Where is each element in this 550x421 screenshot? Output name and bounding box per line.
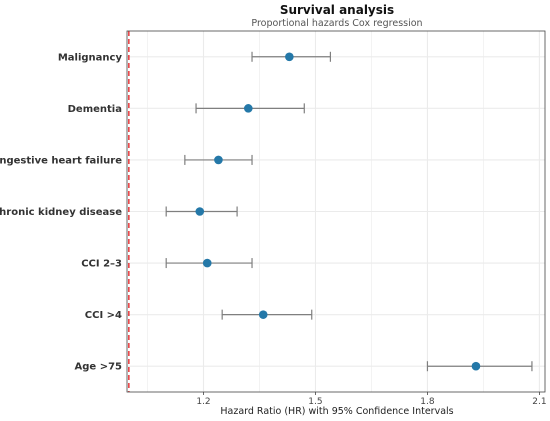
x-tick-label: 1.8 — [420, 397, 435, 407]
y-axis-label: CCI 2–3 — [81, 259, 122, 270]
hr-point — [471, 361, 481, 371]
y-axis-label: Congestive heart failure — [0, 155, 122, 166]
hr-point — [285, 52, 294, 62]
x-tick-label: 2.1 — [532, 397, 546, 407]
hr-point — [258, 310, 268, 319]
y-axis-label: CCI >4 — [85, 310, 122, 321]
y-axis-labels: Malignancy Dementia Congestive heart failu… — [0, 52, 122, 372]
hr-point — [243, 104, 253, 113]
chart-title: Survival analysis — [280, 3, 394, 17]
hr-point — [214, 155, 223, 165]
y-axis-label: Chronic kidney disease — [0, 207, 122, 218]
x-axis-ticks: 1.2 1.5 1.8 2.1 — [196, 392, 547, 407]
x-axis-label: Hazard Ratio (HR) with 95% Confidence In… — [220, 406, 453, 417]
chart-subtitle: Proportional hazards Cox regression — [251, 18, 422, 29]
y-axis-label: Age >75 — [75, 362, 122, 373]
hr-point — [195, 207, 205, 216]
panel-border — [126, 30, 546, 393]
y-axis-label: Dementia — [68, 104, 122, 115]
point-layer — [195, 52, 481, 371]
y-axis-label: Malignancy — [58, 52, 123, 63]
hr-point — [202, 258, 212, 268]
x-tick-label: 1.5 — [308, 397, 322, 407]
x-tick-label: 1.2 — [196, 397, 210, 407]
